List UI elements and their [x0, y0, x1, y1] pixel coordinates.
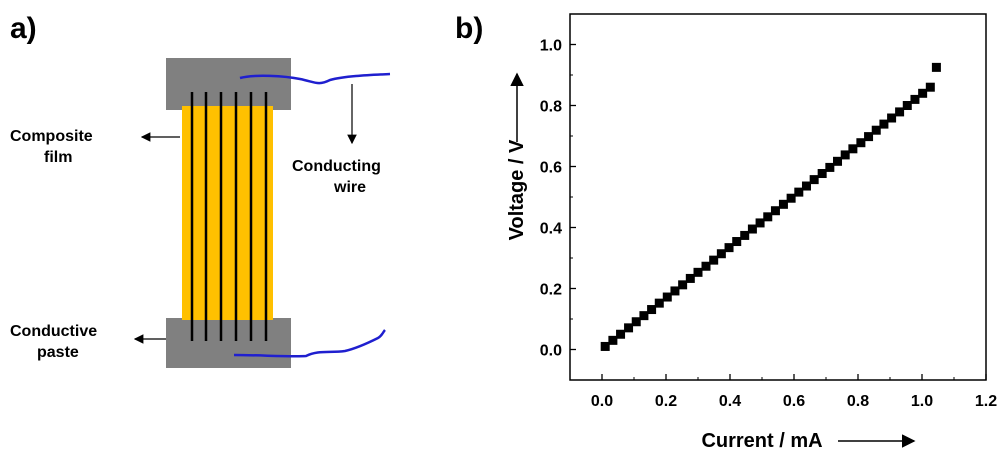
- data-point: [709, 255, 719, 265]
- data-point: [631, 317, 641, 327]
- data-point: [794, 187, 804, 197]
- y-tick-label: 0.2: [540, 282, 562, 299]
- y-tick-label: 0.8: [540, 99, 562, 116]
- y-tick-label: 0.0: [540, 343, 562, 360]
- data-point: [809, 175, 819, 185]
- data-point: [624, 323, 634, 333]
- data-point: [600, 341, 610, 351]
- x-tick-label: 1.0: [911, 393, 933, 410]
- x-tick-label: 0.2: [655, 393, 677, 410]
- data-point: [931, 62, 941, 72]
- top-conducting-wire: [239, 72, 391, 85]
- sensor-diagram: [133, 58, 391, 368]
- data-point: [848, 144, 858, 154]
- data-point: [639, 311, 649, 321]
- panel-b-label: b): [455, 12, 484, 45]
- data-point: [647, 305, 657, 315]
- plot-frame: [569, 13, 987, 381]
- composite-label-line2: film: [44, 149, 73, 166]
- data-point: [670, 286, 680, 296]
- panel-a-label: a): [10, 12, 37, 45]
- bottom-conductive-paste: [166, 318, 291, 368]
- data-point: [895, 107, 905, 117]
- y-tick-label: 0.4: [540, 221, 562, 238]
- composite-label-line1: Composite: [10, 128, 93, 145]
- electrode-lines: [190, 92, 268, 341]
- data-point: [662, 292, 672, 302]
- data-point: [747, 224, 757, 234]
- top-conductive-paste: [166, 58, 291, 110]
- conducting-wire-label: Conducting wire: [292, 156, 381, 198]
- x-axis-label: Current / mA: [701, 430, 822, 452]
- data-point: [616, 329, 626, 339]
- x-tick-label: 0.4: [719, 393, 741, 410]
- conductive-paste-label: Conductive paste: [10, 321, 97, 363]
- data-point: [778, 199, 788, 209]
- x-tick-label: 1.2: [975, 393, 997, 410]
- paste-label-line1: Conductive: [10, 323, 98, 340]
- data-point: [856, 138, 866, 148]
- data-point: [763, 212, 773, 222]
- data-point: [732, 237, 742, 247]
- data-point: [770, 206, 780, 216]
- data-point: [902, 101, 912, 110]
- data-point: [833, 156, 843, 166]
- composite-film-label: Composite film: [10, 126, 93, 168]
- x-tick-label: 0.8: [847, 393, 869, 410]
- data-point: [654, 298, 664, 308]
- data-point: [910, 94, 920, 104]
- data-points: [600, 62, 941, 351]
- y-tick-label: 1.0: [540, 38, 562, 55]
- y-axis-ticks: 0.0 0.2 0.4 0.6 0.8 1.0: [540, 13, 576, 360]
- data-point: [864, 132, 874, 142]
- data-point: [608, 335, 618, 345]
- data-point: [879, 119, 889, 129]
- data-point: [871, 125, 881, 135]
- data-point: [685, 273, 695, 283]
- data-point: [925, 82, 935, 92]
- x-axis-ticks: 0.0 0.2 0.4 0.6 0.8 1.0 1.2: [591, 374, 997, 410]
- composite-film: [182, 106, 273, 320]
- data-point: [740, 230, 750, 240]
- data-point: [840, 150, 850, 160]
- y-axis-label: Voltage / V: [506, 139, 528, 240]
- data-point: [701, 261, 711, 271]
- data-point: [887, 113, 897, 123]
- paste-label-line2: paste: [37, 344, 79, 361]
- data-point: [678, 280, 688, 290]
- data-point: [755, 218, 765, 228]
- x-tick-label: 0.0: [591, 393, 613, 410]
- data-point: [817, 169, 827, 179]
- data-point: [724, 243, 734, 253]
- data-point: [801, 181, 811, 191]
- data-point: [918, 88, 928, 98]
- bottom-conducting-wire: [233, 329, 386, 358]
- wire-label-line1: Conducting: [292, 158, 381, 175]
- x-tick-label: 0.6: [783, 393, 805, 410]
- y-tick-label: 0.6: [540, 160, 562, 177]
- data-point: [825, 162, 835, 172]
- data-point: [716, 249, 726, 259]
- data-point: [786, 193, 796, 203]
- wire-label-line2: wire: [334, 179, 367, 196]
- data-point: [693, 267, 703, 277]
